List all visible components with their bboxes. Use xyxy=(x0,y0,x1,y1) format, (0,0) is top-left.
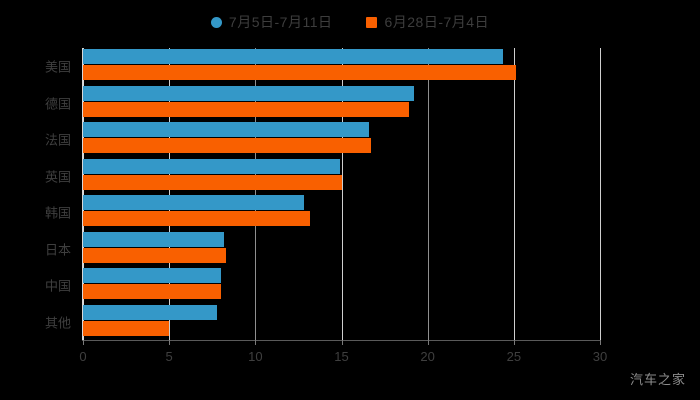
category-label-6: 中国 xyxy=(44,278,71,294)
legend-item-series-0[interactable]: 7月5日-7月11日 xyxy=(210,12,333,32)
bar-row: 韩国 xyxy=(45,194,600,231)
bar-0-6[interactable] xyxy=(83,268,221,283)
bar-0-4[interactable] xyxy=(83,195,304,210)
x-tick-label-5: 5 xyxy=(165,349,173,364)
bar-0-0[interactable] xyxy=(83,49,504,64)
bar-0-7[interactable] xyxy=(83,304,218,320)
plot-area: 0 5 10 15 20 25 30 美国德国法国英国韩国日本中国其他 xyxy=(45,48,607,364)
bar-1-0[interactable] xyxy=(83,65,516,80)
legend-item-series-1[interactable]: 6月28日-7月4日 xyxy=(366,12,489,32)
category-label-1: 德国 xyxy=(44,96,71,112)
legend-marker-square-icon xyxy=(366,16,378,28)
category-label-7: 其他 xyxy=(44,315,71,331)
category-label-0: 美国 xyxy=(44,59,71,75)
bar-row: 德国 xyxy=(45,85,600,122)
gridline-10 xyxy=(255,48,257,340)
bar-0-2[interactable] xyxy=(83,122,370,137)
bar-row: 法国 xyxy=(45,121,600,158)
bar-row: 美国 xyxy=(45,48,600,85)
category-label-4: 韩国 xyxy=(44,205,71,221)
bar-1-5[interactable] xyxy=(83,247,227,263)
bar-1-7[interactable] xyxy=(83,320,170,336)
x-tick-label-25: 25 xyxy=(506,349,522,364)
bar-1-2[interactable] xyxy=(83,138,371,153)
category-label-2: 法国 xyxy=(44,132,71,148)
tick-mark-0 xyxy=(83,340,84,345)
tick-mark-30 xyxy=(600,340,601,345)
bar-0-3[interactable] xyxy=(83,158,340,174)
gridline-15 xyxy=(341,48,343,340)
bar-row: 中国 xyxy=(45,267,600,304)
legend-marker-circle-icon xyxy=(210,16,222,28)
category-label-3: 英国 xyxy=(44,169,71,185)
bar-row: 日本 xyxy=(45,231,600,268)
gridline-20 xyxy=(427,48,429,340)
bar-0-5[interactable] xyxy=(83,231,225,247)
x-tick-label-10: 10 xyxy=(248,349,263,364)
bar-1-3[interactable] xyxy=(83,174,342,190)
category-label-5: 日本 xyxy=(44,242,71,258)
tick-mark-15 xyxy=(341,340,343,345)
x-tick-label-30: 30 xyxy=(592,349,608,364)
tick-mark-20 xyxy=(427,340,429,345)
tick-mark-10 xyxy=(255,340,257,345)
legend-label-series-0: 7月5日-7月11日 xyxy=(228,14,333,30)
x-tick-label-20: 20 xyxy=(420,349,435,364)
x-tick-label-0: 0 xyxy=(79,349,87,364)
gridline-5 xyxy=(169,48,171,340)
bar-1-4[interactable] xyxy=(83,211,311,226)
watermark: 汽车之家 xyxy=(629,372,686,387)
chart-legend: 7月5日-7月11日 6月28日-7月4日 xyxy=(0,10,700,34)
bar-row: 其他 xyxy=(45,304,600,341)
gridline-25 xyxy=(513,48,515,340)
tick-mark-25 xyxy=(513,340,515,345)
x-tick-label-15: 15 xyxy=(334,349,349,364)
legend-label-series-1: 6月28日-7月4日 xyxy=(384,14,490,30)
bar-row: 英国 xyxy=(45,158,600,195)
gridline-30 xyxy=(600,48,601,340)
tick-mark-5 xyxy=(169,340,171,345)
y-axis-line xyxy=(82,48,84,340)
bar-0-1[interactable] xyxy=(83,85,414,101)
bar-1-6[interactable] xyxy=(83,284,221,299)
bar-1-1[interactable] xyxy=(83,101,409,117)
